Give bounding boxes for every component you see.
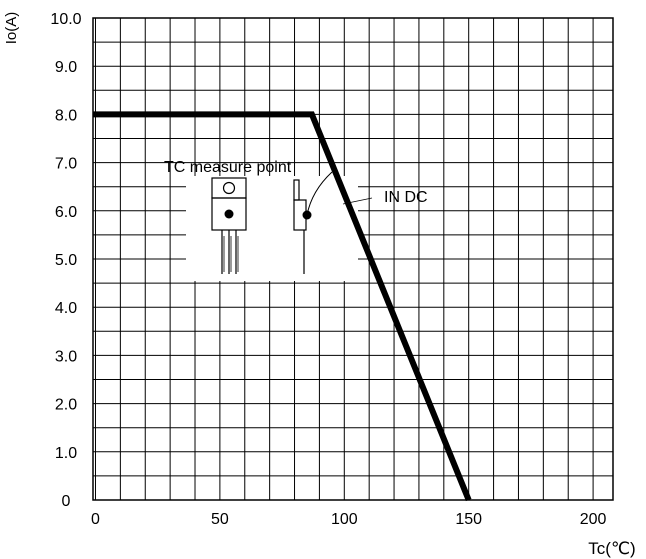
measure-dot-icon	[224, 209, 234, 219]
plot-frame	[92, 17, 614, 501]
y-tick-label: 3.0	[55, 348, 77, 365]
y-tick-label: 0	[62, 493, 71, 510]
curve-label: IN DC	[384, 189, 428, 206]
x-axis-label: Tc(℃)	[588, 539, 635, 558]
package-inset	[186, 171, 358, 281]
y-tick-label: 1.0	[55, 445, 77, 462]
measure-point-label: TC measure point	[164, 159, 292, 176]
y-tick-label: 2.0	[55, 397, 77, 414]
x-tick-label: 0	[91, 511, 100, 528]
y-tick-label: 8.0	[55, 107, 77, 124]
x-tick-label: 50	[211, 511, 229, 528]
x-tick-label: 200	[580, 511, 607, 528]
grid	[93, 17, 613, 501]
y-tick-label: 4.0	[55, 300, 77, 317]
y-tick-label: 9.0	[55, 59, 77, 76]
x-tick-label: 150	[455, 511, 482, 528]
y-tick-label: 5.0	[55, 252, 77, 269]
series-line	[93, 111, 472, 502]
y-tick-label: 10.0	[50, 11, 81, 28]
package-side-view	[293, 171, 333, 274]
y-tick-label: 6.0	[55, 204, 77, 221]
package-front-view	[211, 177, 247, 274]
leader-line	[306, 171, 333, 216]
mounting-hole-icon	[222, 181, 236, 195]
tick-labels: 0 1.0 2.0 3.0 4.0 5.0 6.0 7.0 8.0 9.0 10.0 0 50 100 15…	[50, 11, 606, 528]
y-axis-label: Io(A)	[3, 12, 20, 45]
y-tick-label: 7.0	[55, 156, 77, 173]
x-tick-label: 100	[331, 511, 358, 528]
